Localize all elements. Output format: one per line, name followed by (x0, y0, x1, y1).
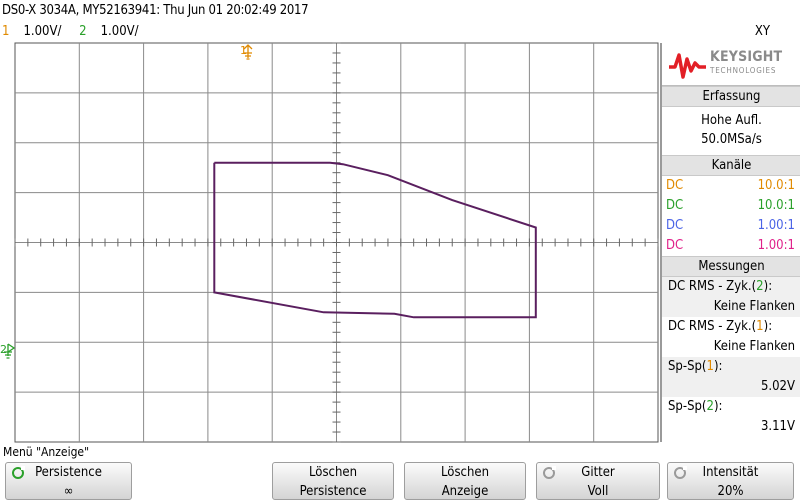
clear-persistence-label-2: Persistence (299, 484, 367, 499)
measurement-2-label[interactable]: DC RMS - Zyk.(1): (668, 319, 773, 334)
logo-subword: TECHNOLOGIES (710, 66, 777, 75)
channel-scale-row: 1 1.00V/ 2 1.00V/ (2, 24, 153, 39)
channel-row-4[interactable]: DC 1.00:1 (662, 236, 800, 256)
scope-display[interactable]: 1 2 (0, 0, 660, 443)
ground-icon (4, 343, 16, 359)
timebase-mode: XY (754, 24, 770, 39)
clear-persistence-button[interactable]: Löschen Persistence (272, 462, 394, 500)
channel-row-1[interactable]: DC 10.0:1 (662, 176, 800, 196)
clear-persistence-label-1: Löschen (309, 465, 357, 480)
measurement-2-value: Keine Flanken (713, 339, 795, 354)
measurement-1-label[interactable]: DC RMS - Zyk.(2): (662, 277, 800, 297)
channel-row-2[interactable]: DC 10.0:1 (662, 196, 800, 216)
ch4-probe: 1.00:1 (757, 238, 795, 253)
grid-value: Voll (587, 484, 609, 499)
acquisition-header[interactable]: Erfassung (662, 86, 800, 107)
rotate-knob-icon (543, 466, 556, 479)
ch1-coupling: DC (666, 178, 684, 193)
ch2-position-marker[interactable]: 2 (0, 343, 16, 359)
ch4-coupling: DC (666, 238, 684, 253)
ch1-scale[interactable]: 1.00V/ (23, 24, 62, 39)
rotate-knob-icon (12, 466, 25, 479)
measurement-1-value: Keine Flanken (662, 297, 800, 317)
acquisition-rate: 50.0MSa/s (701, 132, 762, 147)
logo-word: KEYSIGHT (710, 49, 783, 65)
intensity-button[interactable]: Intensität 20% (667, 462, 794, 500)
ground-icon (243, 44, 253, 60)
ch2-probe: 10.0:1 (757, 198, 795, 213)
persistence-label: Persistence (35, 465, 102, 480)
ch2-number[interactable]: 2 (79, 24, 87, 39)
channels-list: DC 10.0:1 DC 10.0:1 DC 1.00:1 DC 1.00:1 (662, 176, 800, 256)
intensity-label: Intensität (702, 465, 759, 480)
side-panel: KEYSIGHT TECHNOLOGIES Erfassung Hohe Auf… (660, 43, 800, 442)
ch3-probe: 1.00:1 (757, 218, 795, 233)
clear-display-label-2: Anzeige (441, 484, 489, 499)
persistence-button[interactable]: Persistence ∞ (5, 462, 132, 500)
ch2-marker-label: 2 (0, 343, 7, 356)
ch1-number[interactable]: 1 (2, 24, 10, 39)
keysight-wave-icon (669, 53, 706, 79)
persistence-value: ∞ (63, 484, 74, 499)
measurement-3-label[interactable]: Sp-Sp(1): (662, 357, 800, 377)
ch1-probe: 10.0:1 (757, 178, 795, 193)
ch2-scale[interactable]: 1.00V/ (100, 24, 139, 39)
ch1-position-marker[interactable]: 1 (240, 44, 253, 60)
ch3-coupling: DC (666, 218, 684, 233)
measurements-header[interactable]: Messungen (662, 256, 800, 277)
intensity-value: 20% (717, 484, 744, 499)
ch2-coupling: DC (666, 198, 684, 213)
clear-display-button[interactable]: Löschen Anzeige (404, 462, 526, 500)
acquisition-mode: Hohe Aufl. (701, 113, 762, 128)
scope-title: DS0-X 3034A, MY52163941: Thu Jun 01 20:0… (2, 3, 309, 18)
graticule-ticks (14, 42, 659, 443)
keysight-logo: KEYSIGHT TECHNOLOGIES (662, 43, 800, 86)
measurement-4-label[interactable]: Sp-Sp(2): (668, 399, 723, 414)
measurement-4-value: 3.11V (760, 419, 795, 434)
ch1-marker-label: 1 (240, 44, 247, 57)
rotate-knob-icon (674, 466, 687, 479)
channel-row-3[interactable]: DC 1.00:1 (662, 216, 800, 236)
softkey-menu-title: Menü "Anzeige" (3, 445, 90, 459)
measurement-3-value: 5.02V (662, 377, 800, 397)
grid-label: Gitter (581, 465, 615, 480)
grid-button[interactable]: Gitter Voll (536, 462, 660, 500)
channels-header[interactable]: Kanäle (662, 155, 800, 176)
xy-trace (213, 161, 537, 319)
clear-display-label-1: Löschen (441, 465, 489, 480)
